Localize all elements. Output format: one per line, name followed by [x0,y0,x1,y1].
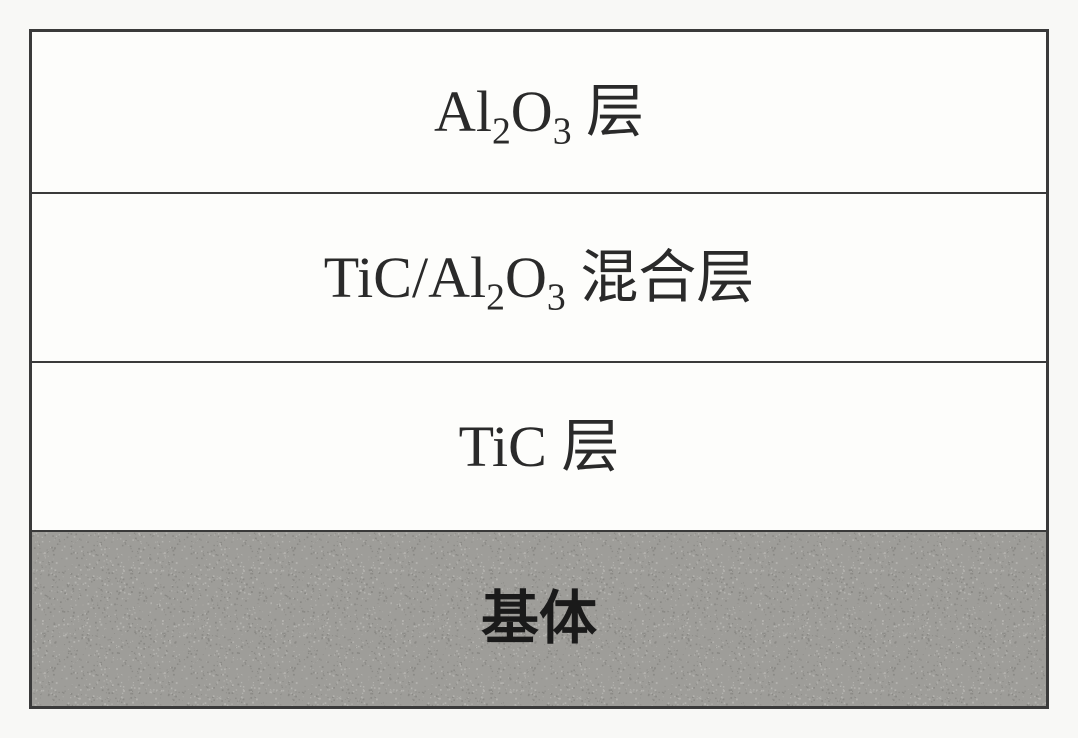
layered-diagram: Al2O3 层 TiC/Al2O3 混合层 TiC 层基体 [29,29,1049,709]
layer-label: 基体 [481,590,597,648]
layer-label: TiC/Al2O3 混合层 [324,249,754,307]
layer-tic: TiC 层 [32,363,1046,532]
layer-al2o3: Al2O3 层 [32,32,1046,194]
layer-substrate: 基体 [32,532,1046,706]
layer-tic-al2o3-mixed: TiC/Al2O3 混合层 [32,194,1046,363]
layer-label: TiC 层 [459,418,620,476]
layer-label: Al2O3 层 [434,83,644,141]
